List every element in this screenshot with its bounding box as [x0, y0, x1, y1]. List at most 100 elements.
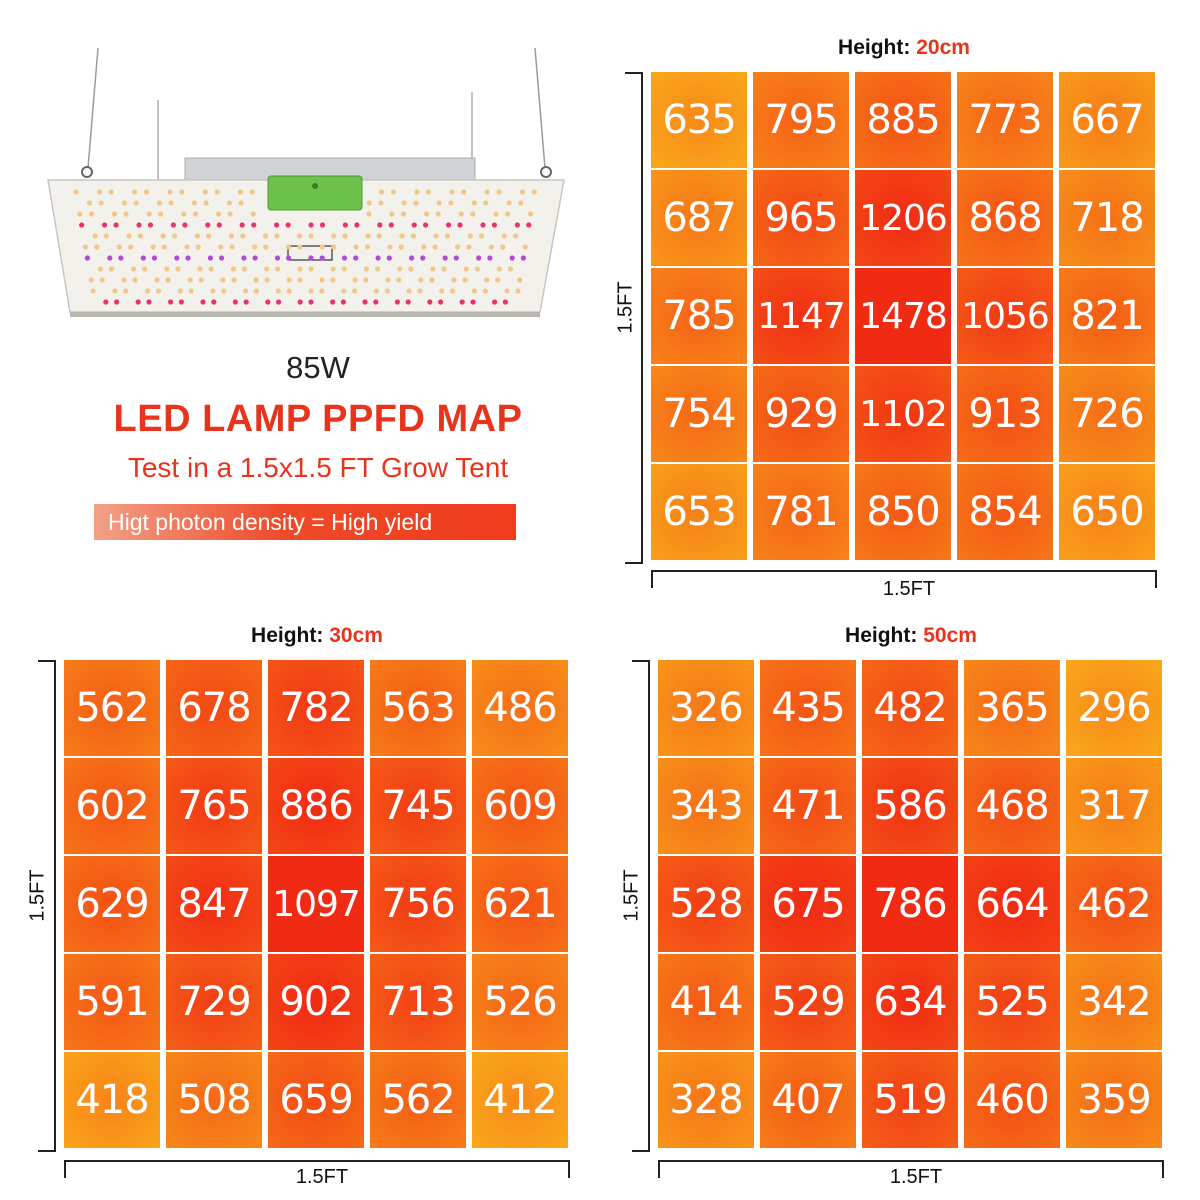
- heatmap-cell: 847: [166, 856, 262, 952]
- led-diode: [353, 255, 359, 261]
- led-diode: [531, 189, 537, 195]
- led-diode: [136, 222, 142, 228]
- heatmap-cell: 726: [1059, 366, 1155, 462]
- height-label: Height:: [251, 624, 324, 647]
- led-diode: [121, 277, 127, 283]
- heatmap-cell: 528: [658, 856, 754, 952]
- led-diode: [448, 200, 454, 206]
- heatmap-cell: 650: [1059, 464, 1155, 560]
- led-diode: [147, 222, 154, 228]
- led-diode: [262, 233, 269, 239]
- heatmap-cell: 929: [753, 366, 849, 462]
- led-diode: [160, 233, 166, 239]
- led-diode: [308, 255, 314, 261]
- led-diode: [385, 277, 391, 283]
- x-dimension-label: 1.5FT: [889, 1166, 943, 1188]
- led-diode: [232, 299, 238, 305]
- led-diode: [111, 211, 118, 217]
- led-diode: [476, 255, 482, 261]
- dimension-line-horizontal: [651, 570, 1157, 572]
- led-diode: [231, 277, 237, 283]
- heatmap-cell: 602: [64, 758, 160, 854]
- led-diode: [133, 200, 139, 206]
- led-diode: [483, 200, 489, 206]
- led-diode: [202, 189, 208, 195]
- led-diode: [132, 277, 138, 283]
- heatmap-cell: 902: [268, 954, 364, 1050]
- led-diode: [373, 299, 379, 305]
- led-diode: [128, 244, 134, 250]
- led-diode: [418, 277, 424, 283]
- led-diode: [207, 255, 213, 261]
- led-diode: [352, 277, 358, 283]
- led-diode: [390, 189, 396, 195]
- led-diode: [103, 299, 109, 305]
- led-diode: [192, 211, 198, 217]
- led-diode: [319, 255, 325, 261]
- led-diode: [340, 299, 346, 305]
- led-diode: [172, 233, 178, 239]
- dimension-line-vertical: [641, 72, 643, 564]
- led-diode: [227, 211, 233, 217]
- ppfd-heatmap-50cm: 326 435 482 365 296 343 471 586 468 317 528 675 786 6…: [658, 660, 1164, 1152]
- led-diode: [229, 244, 235, 250]
- led-diode: [397, 266, 403, 272]
- heatmap-cell: 1478: [855, 268, 951, 364]
- led-diode: [243, 299, 249, 305]
- height-value: 50cm: [923, 624, 977, 647]
- led-diode: [471, 200, 477, 206]
- led-diode: [198, 277, 204, 283]
- led-diode: [308, 266, 314, 272]
- heatmap-cell: 562: [64, 660, 160, 756]
- heatmap-cell: 471: [760, 758, 856, 854]
- dimension-tick: [625, 562, 643, 564]
- led-diode: [455, 244, 461, 250]
- led-diode: [389, 211, 395, 217]
- heatmap-cell: 414: [658, 954, 754, 1050]
- led-diode: [363, 277, 369, 283]
- led-diode: [421, 244, 427, 250]
- led-diode: [388, 222, 394, 228]
- led-diode: [274, 233, 280, 239]
- led-diode: [108, 189, 114, 195]
- led-diode: [107, 255, 113, 261]
- led-diode: [442, 255, 448, 261]
- led-diode: [181, 211, 187, 217]
- led-diode: [365, 233, 371, 239]
- led-diode: [103, 233, 109, 239]
- led-diode: [241, 255, 247, 261]
- tagline-banner: Higt photon density = High yield: [94, 504, 516, 540]
- led-diode: [237, 189, 244, 195]
- led-diode: [137, 233, 144, 239]
- height-value: 20cm: [916, 36, 970, 59]
- led-diode: [185, 255, 191, 261]
- led-diode: [168, 200, 174, 206]
- heatmap-cell: 343: [658, 758, 754, 854]
- led-diode: [496, 266, 502, 272]
- led-diode-dots: [73, 189, 537, 305]
- led-diode: [87, 200, 93, 206]
- led-diode: [131, 266, 137, 272]
- led-diode: [519, 189, 526, 195]
- heatmap-cell: 462: [1066, 856, 1162, 952]
- led-diode: [218, 244, 224, 250]
- led-diode: [319, 277, 325, 283]
- heatmap-cell: 563: [370, 660, 466, 756]
- led-diode: [441, 266, 447, 272]
- led-diode: [154, 277, 160, 283]
- led-diode: [330, 299, 336, 305]
- heatmap-cell: 508: [166, 1052, 262, 1148]
- heatmap-cell: 365: [964, 660, 1060, 756]
- dimension-line-horizontal: [64, 1160, 570, 1162]
- led-diode: [308, 222, 314, 228]
- led-diode: [496, 189, 502, 195]
- dimension-line-vertical: [648, 660, 650, 1152]
- led-diode: [331, 244, 337, 250]
- led-diode: [520, 255, 526, 261]
- led-diode: [386, 255, 392, 261]
- led-diode: [526, 222, 532, 228]
- led-diode: [143, 189, 150, 195]
- led-diode: [466, 244, 472, 250]
- led-diode: [341, 266, 347, 272]
- heatmap-cell: 342: [1066, 954, 1162, 1050]
